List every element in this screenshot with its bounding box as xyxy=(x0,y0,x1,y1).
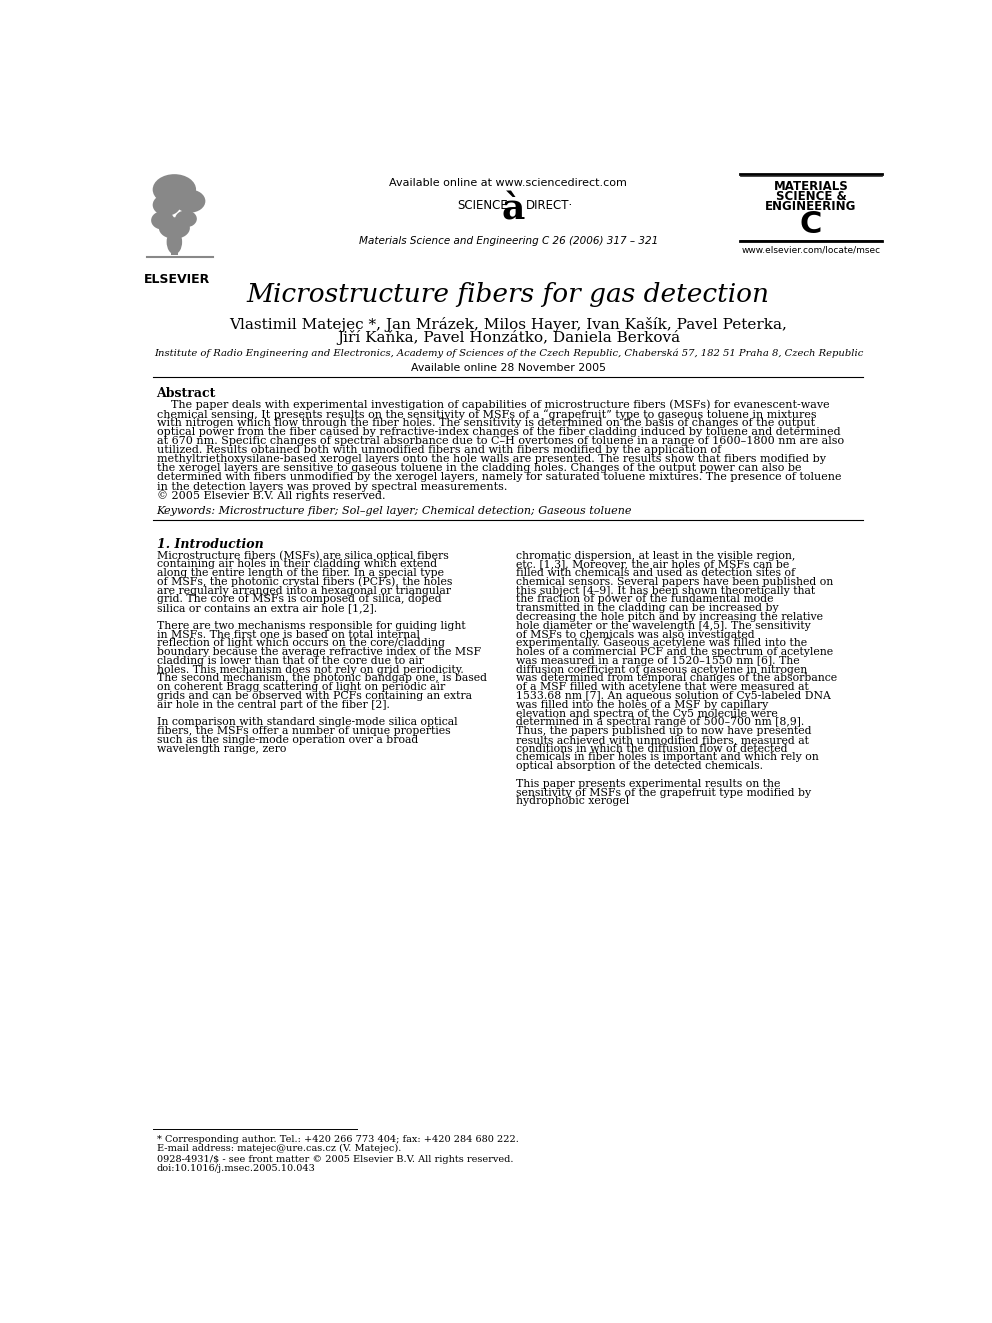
Text: reflection of light which occurs on the core/cladding: reflection of light which occurs on the … xyxy=(157,638,444,648)
Text: © 2005 Elsevier B.V. All rights reserved.: © 2005 Elsevier B.V. All rights reserved… xyxy=(157,491,385,501)
Text: of MSFs, the photonic crystal fibers (PCFs), the holes: of MSFs, the photonic crystal fibers (PC… xyxy=(157,577,452,587)
Text: the xerogel layers are sensitive to gaseous toluene in the cladding holes. Chang: the xerogel layers are sensitive to gase… xyxy=(157,463,802,474)
Text: determined with fibers unmodified by the xerogel layers, namely for saturated to: determined with fibers unmodified by the… xyxy=(157,472,841,483)
Text: E-mail address: matejec@ure.cas.cz (V. Matejec).: E-mail address: matejec@ure.cas.cz (V. M… xyxy=(157,1144,401,1154)
Text: on coherent Bragg scattering of light on periodic air: on coherent Bragg scattering of light on… xyxy=(157,683,444,692)
Text: was filled into the holes of a MSF by capillary: was filled into the holes of a MSF by ca… xyxy=(516,700,769,709)
Bar xyxy=(171,241,179,255)
Text: hydrophobic xerogel: hydrophobic xerogel xyxy=(516,796,629,806)
Text: holes. This mechanism does not rely on grid periodicity.: holes. This mechanism does not rely on g… xyxy=(157,664,463,675)
Text: the fraction of power of the fundamental mode: the fraction of power of the fundamental… xyxy=(516,594,774,605)
Text: Available online 28 November 2005: Available online 28 November 2005 xyxy=(411,363,606,373)
Text: SCIENCE: SCIENCE xyxy=(457,198,508,212)
Text: Thus, the papers published up to now have presented: Thus, the papers published up to now hav… xyxy=(516,726,811,736)
Text: DIRECT·: DIRECT· xyxy=(526,198,572,212)
Text: à: à xyxy=(501,193,525,226)
Text: filled with chemicals and used as detection sites of: filled with chemicals and used as detect… xyxy=(516,568,796,578)
Text: are regularly arranged into a hexagonal or triangular: are regularly arranged into a hexagonal … xyxy=(157,586,450,595)
Text: Materials Science and Engineering C 26 (2006) 317 – 321: Materials Science and Engineering C 26 (… xyxy=(359,235,658,246)
Ellipse shape xyxy=(151,212,175,230)
Text: hole diameter or the wavelength [4,5]. The sensitivity: hole diameter or the wavelength [4,5]. T… xyxy=(516,620,810,631)
Text: optical absorption of the detected chemicals.: optical absorption of the detected chemi… xyxy=(516,761,763,771)
Text: chromatic dispersion, at least in the visible region,: chromatic dispersion, at least in the vi… xyxy=(516,550,796,561)
Ellipse shape xyxy=(153,175,196,205)
Ellipse shape xyxy=(175,189,205,213)
Text: The paper deals with experimental investigation of capabilities of microstructur: The paper deals with experimental invest… xyxy=(157,400,829,410)
Text: in the detection layers was proved by spectral measurements.: in the detection layers was proved by sp… xyxy=(157,482,507,492)
Text: grid. The core of MSFs is composed of silica, doped: grid. The core of MSFs is composed of si… xyxy=(157,594,441,605)
Ellipse shape xyxy=(153,194,181,216)
Text: fibers, the MSFs offer a number of unique properties: fibers, the MSFs offer a number of uniqu… xyxy=(157,726,450,736)
Text: Jiří Kaňka, Pavel Honzátko, Daniela Berková: Jiří Kaňka, Pavel Honzátko, Daniela Berk… xyxy=(337,329,680,345)
Text: * Corresponding author. Tel.: +420 266 773 404; fax: +420 284 680 222.: * Corresponding author. Tel.: +420 266 7… xyxy=(157,1135,519,1144)
Text: There are two mechanisms responsible for guiding light: There are two mechanisms responsible for… xyxy=(157,620,465,631)
Text: with nitrogen which flow through the fiber holes. The sensitivity is determined : with nitrogen which flow through the fib… xyxy=(157,418,814,427)
Text: air hole in the central part of the fiber [2].: air hole in the central part of the fibe… xyxy=(157,700,390,709)
Text: this subject [4–9]. It has been shown theoretically that: this subject [4–9]. It has been shown th… xyxy=(516,586,815,595)
Text: experimentally. Gaseous acetylene was filled into the: experimentally. Gaseous acetylene was fi… xyxy=(516,638,807,648)
Text: grids and can be observed with PCFs containing an extra: grids and can be observed with PCFs cont… xyxy=(157,691,471,701)
Text: diffusion coefficient of gaseous acetylene in nitrogen: diffusion coefficient of gaseous acetyle… xyxy=(516,664,807,675)
Text: chemical sensors. Several papers have been published on: chemical sensors. Several papers have be… xyxy=(516,577,833,587)
Text: optical power from the fiber caused by refractive-index changes of the fiber cla: optical power from the fiber caused by r… xyxy=(157,427,840,437)
Text: www.elsevier.com/locate/msec: www.elsevier.com/locate/msec xyxy=(741,246,881,255)
Text: at 670 nm. Specific changes of spectral absorbance due to C–H overtones of tolue: at 670 nm. Specific changes of spectral … xyxy=(157,437,843,446)
Text: Keywords: Microstructure fiber; Sol–gel layer; Chemical detection; Gaseous tolue: Keywords: Microstructure fiber; Sol–gel … xyxy=(157,505,632,516)
Text: of a MSF filled with acetylene that were measured at: of a MSF filled with acetylene that were… xyxy=(516,683,808,692)
Text: in MSFs. The first one is based on total internal: in MSFs. The first one is based on total… xyxy=(157,630,420,639)
Text: such as the single-mode operation over a broad: such as the single-mode operation over a… xyxy=(157,734,418,745)
Text: boundary because the average refractive index of the MSF: boundary because the average refractive … xyxy=(157,647,481,658)
Text: ELSEVIER: ELSEVIER xyxy=(144,273,210,286)
Bar xyxy=(141,176,230,265)
Text: was measured in a range of 1520–1550 nm [6]. The: was measured in a range of 1520–1550 nm … xyxy=(516,656,800,665)
Text: The second mechanism, the photonic bandgap one, is based: The second mechanism, the photonic bandg… xyxy=(157,673,486,684)
Text: along the entire length of the fiber. In a special type: along the entire length of the fiber. In… xyxy=(157,568,443,578)
Text: Microstructure fibers (MSFs) are silica optical fibers: Microstructure fibers (MSFs) are silica … xyxy=(157,550,448,561)
Text: Available online at www.sciencedirect.com: Available online at www.sciencedirect.co… xyxy=(390,179,627,188)
Text: methyltriethoxysilane-based xerogel layers onto the hole walls are presented. Th: methyltriethoxysilane-based xerogel laye… xyxy=(157,454,825,464)
Text: conditions in which the diffusion flow of detected: conditions in which the diffusion flow o… xyxy=(516,744,788,754)
Text: cladding is lower than that of the core due to air: cladding is lower than that of the core … xyxy=(157,656,424,665)
Text: This paper presents experimental results on the: This paper presents experimental results… xyxy=(516,779,781,789)
Text: doi:10.1016/j.msec.2005.10.043: doi:10.1016/j.msec.2005.10.043 xyxy=(157,1164,315,1174)
Text: Vlastimil Matejec *, Jan Mrázek, Milos Hayer, Ivan Kašík, Pavel Peterka,: Vlastimil Matejec *, Jan Mrázek, Milos H… xyxy=(229,316,788,332)
Text: holes of a commercial PCF and the spectrum of acetylene: holes of a commercial PCF and the spectr… xyxy=(516,647,833,658)
Text: chemical sensing. It presents results on the sensitivity of MSFs of a “grapefrui: chemical sensing. It presents results on… xyxy=(157,409,816,419)
Text: of MSFs to chemicals was also investigated: of MSFs to chemicals was also investigat… xyxy=(516,630,755,639)
Text: utilized. Results obtained both with unmodified fibers and with fibers modified : utilized. Results obtained both with unm… xyxy=(157,446,721,455)
Text: elevation and spectra of the Cy5 molecule were: elevation and spectra of the Cy5 molecul… xyxy=(516,709,778,718)
Text: 1533.68 nm [7]. An aqueous solution of Cy5-labeled DNA: 1533.68 nm [7]. An aqueous solution of C… xyxy=(516,691,831,701)
Text: ENGINEERING: ENGINEERING xyxy=(766,200,857,213)
Ellipse shape xyxy=(176,210,196,228)
Text: MATERIALS: MATERIALS xyxy=(774,180,848,193)
Text: Microstructure fibers for gas detection: Microstructure fibers for gas detection xyxy=(247,282,770,307)
Text: transmitted in the cladding can be increased by: transmitted in the cladding can be incre… xyxy=(516,603,779,613)
Text: 1. Introduction: 1. Introduction xyxy=(157,538,263,552)
Text: containing air holes in their cladding which extend: containing air holes in their cladding w… xyxy=(157,560,436,569)
Ellipse shape xyxy=(167,230,183,254)
Text: decreasing the hole pitch and by increasing the relative: decreasing the hole pitch and by increas… xyxy=(516,613,823,622)
Text: Institute of Radio Engineering and Electronics, Academy of Sciences of the Czech: Institute of Radio Engineering and Elect… xyxy=(154,348,863,357)
Text: sensitivity of MSFs of the grapefruit type modified by: sensitivity of MSFs of the grapefruit ty… xyxy=(516,787,811,798)
Text: Abstract: Abstract xyxy=(157,386,216,400)
Text: chemicals in fiber holes is important and which rely on: chemicals in fiber holes is important an… xyxy=(516,753,819,762)
Text: SCIENCE &: SCIENCE & xyxy=(776,189,846,202)
Text: 0928-4931/$ - see front matter © 2005 Elsevier B.V. All rights reserved.: 0928-4931/$ - see front matter © 2005 El… xyxy=(157,1155,513,1164)
Text: results achieved with unmodified fibers, measured at: results achieved with unmodified fibers,… xyxy=(516,734,809,745)
Text: In comparison with standard single-mode silica optical: In comparison with standard single-mode … xyxy=(157,717,457,728)
Text: was determined from temporal changes of the absorbance: was determined from temporal changes of … xyxy=(516,673,837,684)
Text: determined in a spectral range of 500–700 nm [8,9].: determined in a spectral range of 500–70… xyxy=(516,717,805,728)
Text: wavelength range, zero: wavelength range, zero xyxy=(157,744,286,754)
Ellipse shape xyxy=(159,217,189,239)
Text: silica or contains an extra air hole [1,2].: silica or contains an extra air hole [1,… xyxy=(157,603,377,613)
Text: C: C xyxy=(800,210,822,239)
Text: etc. [1,3]. Moreover, the air holes of MSFs can be: etc. [1,3]. Moreover, the air holes of M… xyxy=(516,560,790,569)
